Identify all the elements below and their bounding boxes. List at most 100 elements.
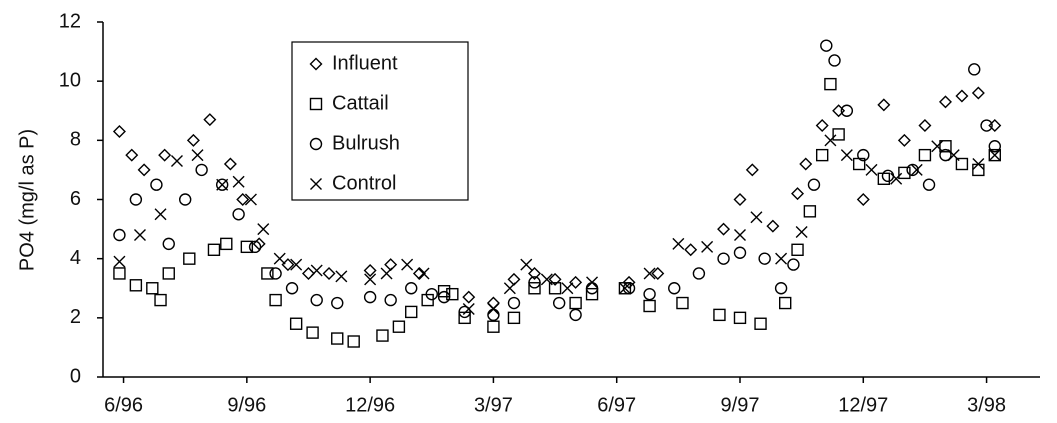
point xyxy=(733,246,747,259)
point xyxy=(585,287,599,301)
point xyxy=(988,149,1001,162)
point xyxy=(133,229,146,241)
y-tick-label: 10 xyxy=(59,69,81,91)
point xyxy=(412,266,426,280)
point xyxy=(832,128,845,141)
point xyxy=(881,169,895,183)
point xyxy=(285,282,299,295)
point xyxy=(972,163,985,177)
point xyxy=(803,205,817,218)
point xyxy=(643,267,656,280)
point xyxy=(717,222,731,236)
point xyxy=(507,296,521,310)
point xyxy=(528,276,541,289)
point xyxy=(137,163,151,177)
y-tick-label: 4 xyxy=(70,247,81,269)
point xyxy=(939,148,952,162)
point xyxy=(503,282,516,295)
point xyxy=(363,264,377,277)
point xyxy=(158,148,172,162)
point xyxy=(364,273,377,286)
point xyxy=(799,157,813,171)
point xyxy=(129,193,143,206)
y-tick-label: 12 xyxy=(59,10,81,32)
point xyxy=(162,237,175,251)
point xyxy=(487,308,500,322)
point xyxy=(795,226,808,239)
point xyxy=(223,157,237,171)
point xyxy=(918,119,932,133)
point xyxy=(112,124,126,138)
point xyxy=(405,282,418,295)
x-tick-label: 12/97 xyxy=(838,394,888,416)
point xyxy=(552,296,566,310)
point xyxy=(232,208,245,221)
point xyxy=(257,223,270,236)
point xyxy=(146,282,159,295)
point xyxy=(856,193,870,206)
point xyxy=(622,282,636,295)
x-tick-label: 9/96 xyxy=(227,394,266,416)
point xyxy=(717,252,730,265)
point xyxy=(301,266,315,280)
point xyxy=(154,208,167,221)
point xyxy=(113,255,126,268)
point xyxy=(651,266,665,280)
point xyxy=(931,140,944,153)
point xyxy=(569,308,582,322)
point xyxy=(401,258,414,271)
point xyxy=(309,137,323,151)
point xyxy=(898,166,911,180)
point xyxy=(922,178,936,191)
point xyxy=(672,237,685,250)
point xyxy=(676,296,689,310)
point xyxy=(548,272,562,286)
legend-label: Cattail xyxy=(332,92,389,114)
point xyxy=(437,285,451,298)
point xyxy=(437,290,451,304)
point xyxy=(824,134,837,147)
point xyxy=(183,252,196,265)
x-tick-label: 3/98 xyxy=(967,394,1006,416)
point xyxy=(918,148,932,162)
point xyxy=(754,317,767,330)
point xyxy=(569,275,583,289)
point xyxy=(458,305,471,319)
point xyxy=(807,178,821,191)
point xyxy=(972,158,985,170)
point xyxy=(713,308,726,322)
point xyxy=(376,329,389,342)
point xyxy=(244,193,257,206)
point xyxy=(125,148,139,162)
point xyxy=(528,266,542,280)
point xyxy=(840,104,854,117)
point xyxy=(207,243,221,256)
point xyxy=(220,237,233,251)
point xyxy=(857,148,870,162)
point xyxy=(178,193,192,206)
point xyxy=(734,229,746,241)
point xyxy=(750,211,763,224)
point xyxy=(980,119,993,132)
point xyxy=(684,243,698,257)
point xyxy=(586,276,599,289)
point xyxy=(618,282,631,295)
point xyxy=(955,89,969,103)
x-tick-label: 3/97 xyxy=(474,394,513,416)
point xyxy=(417,267,430,280)
point xyxy=(840,149,853,162)
point xyxy=(906,163,919,177)
point xyxy=(766,219,780,233)
legend-label: Bulrush xyxy=(332,132,400,154)
point xyxy=(487,320,500,333)
legend xyxy=(291,41,469,201)
point xyxy=(248,240,262,254)
point xyxy=(791,243,804,256)
x-tick-label: 12/96 xyxy=(345,394,395,416)
x-tick-label: 6/97 xyxy=(597,394,636,416)
point xyxy=(191,149,204,162)
point xyxy=(890,172,903,185)
point xyxy=(701,240,714,253)
point xyxy=(622,275,636,289)
